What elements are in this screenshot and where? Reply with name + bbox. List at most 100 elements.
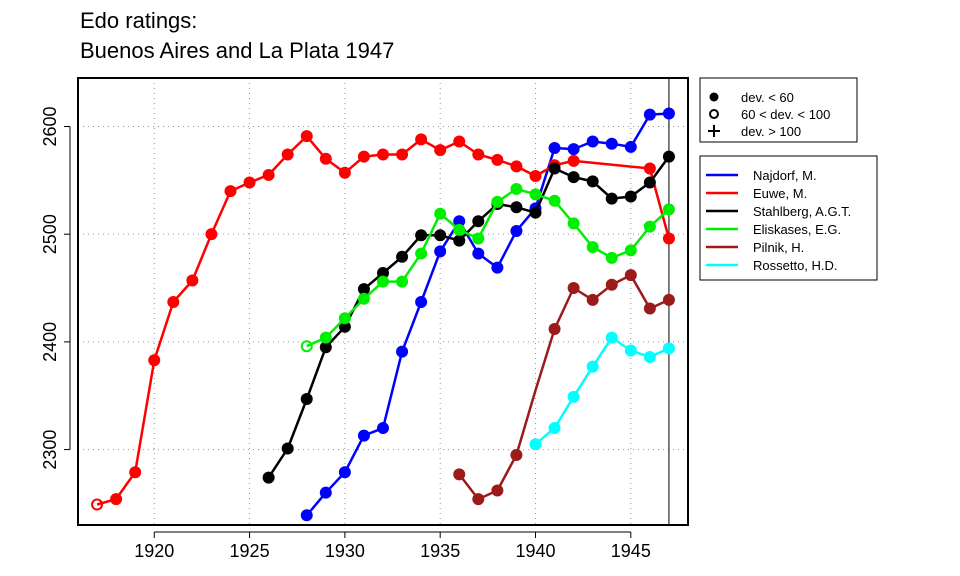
- data-point: [586, 135, 599, 148]
- data-point: [510, 448, 523, 461]
- data-point: [186, 274, 199, 287]
- data-point: [548, 162, 561, 175]
- data-point: [662, 150, 675, 163]
- data-point: [434, 144, 447, 157]
- data-point: [472, 232, 485, 245]
- data-point: [548, 194, 561, 207]
- filled-circle-icon: [709, 92, 719, 102]
- data-point: [91, 498, 104, 511]
- data-point: [529, 206, 542, 219]
- data-point: [491, 195, 504, 208]
- data-point: [243, 176, 256, 189]
- data-point: [586, 360, 599, 373]
- data-point: [491, 484, 504, 497]
- y-tick-label: 2300: [40, 430, 60, 470]
- x-tick-label: 1925: [230, 541, 270, 561]
- data-point: [624, 344, 637, 357]
- data-point: [377, 422, 389, 435]
- data-point: [338, 312, 351, 325]
- data-point: [510, 224, 523, 237]
- chart-title-line-2: Buenos Aires and La Plata 1947: [80, 38, 395, 63]
- data-point: [357, 429, 370, 442]
- data-point: [472, 247, 485, 260]
- data-point: [415, 133, 428, 146]
- series-legend-label: Stahlberg, A.G.T.: [753, 204, 851, 219]
- series-line: [96, 134, 671, 506]
- data-point: [643, 350, 656, 363]
- data-point: [529, 188, 542, 201]
- x-tick-label: 1930: [325, 541, 365, 561]
- data-point: [472, 493, 485, 506]
- data-point: [434, 245, 447, 258]
- data-point: [567, 143, 580, 156]
- x-tick-label: 1945: [611, 541, 651, 561]
- data-point: [205, 228, 218, 241]
- series-5: [529, 331, 675, 451]
- data-point: [510, 160, 523, 173]
- data-point: [262, 471, 275, 484]
- data-point: [396, 275, 409, 288]
- marker-legend-box: [699, 77, 858, 143]
- data-point: [662, 342, 675, 355]
- data-point: [605, 331, 618, 344]
- data-point: [396, 148, 409, 161]
- data-point: [434, 229, 447, 242]
- data-point: [453, 215, 466, 228]
- data-point: [548, 142, 561, 155]
- data-point: [262, 168, 275, 181]
- data-point: [548, 322, 561, 335]
- x-tick-label: 1940: [515, 541, 555, 561]
- data-point: [605, 251, 618, 264]
- data-point: [491, 261, 504, 274]
- series-line: [267, 155, 670, 479]
- data-point: [624, 140, 637, 153]
- series-legend-label: Pilnik, H.: [753, 240, 804, 255]
- data-point: [624, 269, 637, 282]
- data-point: [643, 108, 656, 121]
- chart-title-line-1: Edo ratings:: [80, 8, 198, 33]
- data-point: [643, 176, 656, 189]
- series-4: [453, 269, 675, 506]
- series-0: [300, 107, 675, 522]
- data-point: [167, 296, 180, 309]
- data-point: [377, 266, 389, 279]
- x-tick-label: 1935: [420, 541, 460, 561]
- data-point: [396, 250, 409, 263]
- data-point: [357, 150, 370, 163]
- plot-frame: [77, 77, 689, 526]
- data-point: [300, 392, 313, 405]
- data-point: [319, 486, 332, 499]
- data-point: [415, 229, 428, 242]
- data-point: [110, 493, 123, 506]
- data-point: [434, 207, 447, 220]
- data-point: [377, 148, 389, 161]
- data-point: [338, 166, 351, 179]
- data-point: [586, 175, 599, 188]
- series-2: [262, 150, 675, 484]
- data-point: [491, 153, 504, 166]
- y-tick-label: 2400: [40, 322, 60, 362]
- data-point: [662, 293, 675, 306]
- data-point: [453, 468, 466, 481]
- data-point: [586, 293, 599, 306]
- data-point: [643, 220, 656, 233]
- data-point: [300, 509, 313, 522]
- data-point: [529, 438, 542, 451]
- data-point: [567, 217, 580, 230]
- series-legend-label: Euwe, M.: [753, 186, 807, 201]
- data-point: [605, 278, 618, 291]
- data-point: [300, 130, 313, 143]
- data-point: [605, 192, 618, 205]
- series-line: [305, 112, 669, 517]
- data-point: [281, 148, 294, 161]
- data-point: [338, 466, 351, 479]
- grid-layer: [78, 78, 688, 525]
- data-point: [643, 162, 656, 175]
- data-point: [377, 275, 389, 288]
- data-point: [662, 232, 675, 245]
- data-point: [529, 170, 542, 183]
- data-point: [510, 201, 523, 214]
- data-point: [472, 215, 485, 228]
- data-point: [567, 154, 580, 167]
